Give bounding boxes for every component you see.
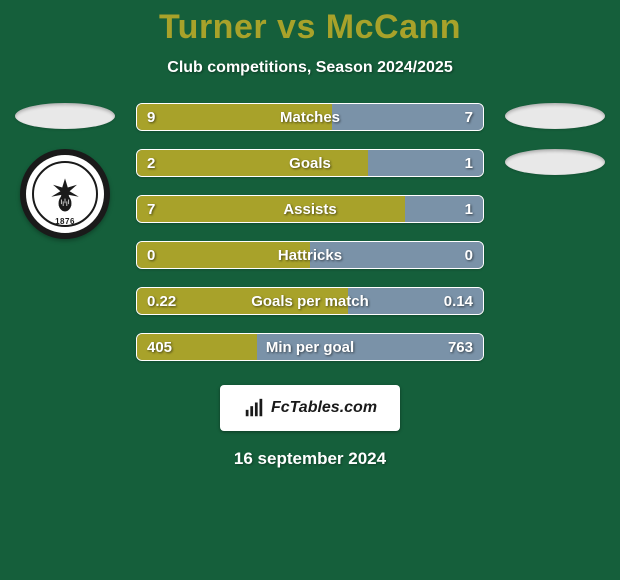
bar-right-value: 7 <box>465 104 473 130</box>
bar-right-fill <box>310 242 483 268</box>
page-title: Turner vs McCann <box>0 8 620 47</box>
left-player-photo-placeholder <box>15 103 115 129</box>
chart-icon <box>243 397 265 419</box>
source-logo-text: FcTables.com <box>271 399 377 417</box>
right-player-photo-placeholder <box>505 103 605 129</box>
bar-left-value: 0.22 <box>147 288 176 314</box>
footer-date: 16 september 2024 <box>0 449 620 469</box>
page-subtitle: Club competitions, Season 2024/2025 <box>0 59 620 77</box>
stat-bar: 97Matches <box>136 103 484 131</box>
comparison-infographic: Turner vs McCann Club competitions, Seas… <box>0 0 620 580</box>
bar-right-value: 763 <box>448 334 473 360</box>
bar-left-fill <box>137 242 310 268</box>
bar-right-value: 1 <box>465 196 473 222</box>
bar-right-value: 0.14 <box>444 288 473 314</box>
bar-right-fill <box>332 104 483 130</box>
stat-bars-container: 97Matches21Goals71Assists00Hattricks0.22… <box>136 103 484 361</box>
left-club-crest: 1876 <box>20 149 110 239</box>
bar-left-fill <box>137 196 405 222</box>
stat-bar: 21Goals <box>136 149 484 177</box>
bar-left-value: 2 <box>147 150 155 176</box>
bar-left-fill <box>137 104 332 130</box>
stat-bar: 405763Min per goal <box>136 333 484 361</box>
bar-right-value: 0 <box>465 242 473 268</box>
right-club-crest-placeholder <box>505 149 605 175</box>
crest-year: 1876 <box>55 217 75 226</box>
bar-left-value: 7 <box>147 196 155 222</box>
bar-left-fill <box>137 150 368 176</box>
bar-left-value: 405 <box>147 334 172 360</box>
bar-right-value: 1 <box>465 150 473 176</box>
bar-left-value: 0 <box>147 242 155 268</box>
left-player-column: 1876 <box>10 103 120 239</box>
source-logo: FcTables.com <box>220 385 400 431</box>
content-area: 1876 97Matches21Goals71Assists00Hattrick… <box>0 103 620 361</box>
stat-bar: 0.220.14Goals per match <box>136 287 484 315</box>
bar-left-value: 9 <box>147 104 155 130</box>
bar-right-fill <box>440 196 483 222</box>
stat-bar: 00Hattricks <box>136 241 484 269</box>
stat-bar: 71Assists <box>136 195 484 223</box>
right-player-column <box>500 103 610 175</box>
